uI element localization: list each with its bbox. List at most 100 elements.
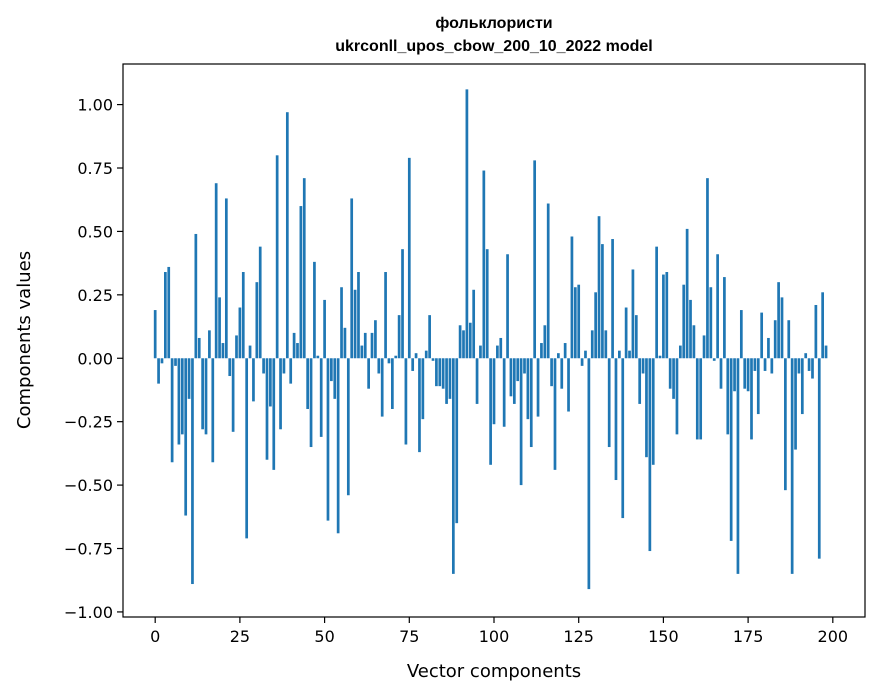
x-tick-label: 50 <box>314 627 334 646</box>
bar-component-2 <box>160 358 164 364</box>
bar-component-198 <box>824 345 828 359</box>
bar-component-181 <box>767 337 770 359</box>
bar-component-5 <box>170 358 174 463</box>
bar-component-101 <box>496 345 499 359</box>
bar-component-132 <box>601 244 604 359</box>
bar-component-64 <box>370 332 374 359</box>
y-axis-label: Components values <box>14 251 35 429</box>
bar-component-150 <box>662 274 665 359</box>
bar-component-139 <box>624 307 628 359</box>
bar-component-194 <box>811 358 814 379</box>
bar-component-178 <box>756 358 760 415</box>
y-tick-label: 0.50 <box>77 222 113 241</box>
bar-component-142 <box>634 315 638 359</box>
bar-component-140 <box>628 350 631 359</box>
bar-component-136 <box>614 358 618 481</box>
bar-component-61 <box>360 345 364 359</box>
bar-component-151 <box>665 272 669 359</box>
bar-component-152 <box>668 358 672 389</box>
bar-component-147 <box>651 358 655 465</box>
bar-component-23 <box>231 358 235 432</box>
bar-component-165 <box>712 358 716 361</box>
bar-component-15 <box>204 358 208 435</box>
bar-component-82 <box>431 358 435 361</box>
bar-component-130 <box>594 292 597 359</box>
bar-component-145 <box>645 358 648 458</box>
bar-component-113 <box>536 358 540 417</box>
bar-component-12 <box>194 233 198 359</box>
bar-component-46 <box>309 358 313 448</box>
bar-component-96 <box>479 345 482 359</box>
bar-component-57 <box>346 358 350 496</box>
bar-component-36 <box>275 155 279 359</box>
bar-component-72 <box>397 315 401 359</box>
bar-component-107 <box>516 358 520 382</box>
bar-component-73 <box>401 249 404 359</box>
bar-component-187 <box>787 320 791 359</box>
bar-component-88 <box>451 358 455 574</box>
bar-component-42 <box>296 343 299 359</box>
bar-component-118 <box>553 358 557 470</box>
bar-component-84 <box>438 358 442 387</box>
bar-component-177 <box>753 358 757 371</box>
y-tick-label: 1.00 <box>77 96 113 115</box>
bar-component-169 <box>726 358 730 435</box>
bar-component-131 <box>597 216 601 359</box>
bar-component-55 <box>340 287 343 359</box>
bar-component-170 <box>729 358 733 541</box>
bar-component-94 <box>472 289 476 359</box>
bar-component-16 <box>208 330 211 359</box>
bar-component-33 <box>265 358 269 460</box>
bar-component-185 <box>780 297 784 359</box>
bar-component-54 <box>336 358 340 534</box>
bar-component-40 <box>289 358 293 384</box>
bar-component-75 <box>407 157 411 359</box>
bar-component-89 <box>455 358 459 524</box>
bar-component-37 <box>279 358 282 430</box>
bar-component-123 <box>570 236 574 359</box>
bar-component-162 <box>702 335 706 359</box>
bar-component-114 <box>540 343 543 359</box>
x-tick-label: 25 <box>230 627 250 646</box>
bar-component-196 <box>817 358 821 559</box>
bar-component-78 <box>418 358 421 453</box>
bar-component-180 <box>763 358 767 371</box>
bar-component-106 <box>512 358 516 404</box>
y-tick-label: −0.50 <box>64 476 113 495</box>
bar-component-14 <box>201 358 204 430</box>
bar-component-65 <box>374 320 377 359</box>
y-axis-ticks: −1.00 −0.75 −0.50 −0.25 0.00 0.25 0.50 0.75 1.00 <box>64 96 123 622</box>
bar-component-134 <box>607 358 611 448</box>
bar-component-160 <box>695 358 699 440</box>
bar-component-7 <box>177 358 181 445</box>
plot-area-frame <box>122 63 866 618</box>
x-axis-label: Vector components <box>407 661 581 682</box>
bar-component-25 <box>238 307 242 359</box>
bar-component-109 <box>523 358 526 374</box>
y-tick-label: 0.25 <box>77 286 113 305</box>
bar-component-50 <box>323 299 326 359</box>
bar-component-1 <box>157 358 160 384</box>
y-tick-label: 0.75 <box>77 159 113 178</box>
bar-component-122 <box>567 358 570 412</box>
x-tick-label: 150 <box>648 627 679 646</box>
bar-component-80 <box>424 350 428 359</box>
bar-component-45 <box>306 358 310 409</box>
bar-component-192 <box>804 353 808 359</box>
bar-component-168 <box>723 277 726 359</box>
bar-component-8 <box>180 358 184 435</box>
bar-component-81 <box>428 315 431 359</box>
bars-group <box>153 89 828 590</box>
bar-component-184 <box>777 282 780 359</box>
bar-component-93 <box>468 322 472 359</box>
bar-component-135 <box>611 239 614 359</box>
bar-component-128 <box>587 358 591 590</box>
bar-component-186 <box>784 358 787 491</box>
bar-component-153 <box>672 358 675 399</box>
bar-component-156 <box>682 284 686 359</box>
bar-component-52 <box>330 358 333 382</box>
bar-component-103 <box>502 358 506 427</box>
bar-component-148 <box>655 246 658 359</box>
bar-component-20 <box>221 343 225 359</box>
